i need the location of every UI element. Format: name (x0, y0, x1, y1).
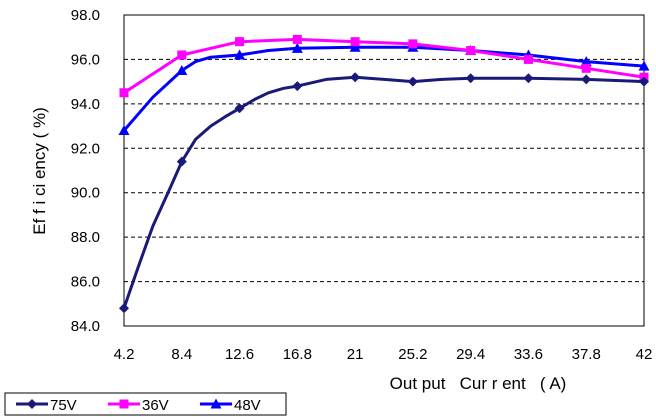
y-axis-title: Ef f i ci ency ( %) (30, 107, 49, 235)
x-tick-label: 37.8 (572, 346, 601, 363)
series-line (122, 75, 645, 309)
legend-label: 48V (234, 397, 261, 414)
data-point-square (523, 54, 533, 64)
data-point-diamond (581, 74, 592, 85)
x-tick-label: 4.2 (114, 346, 135, 363)
data-point-triangle (118, 125, 130, 136)
legend: 75V 36V 48V (4, 392, 287, 416)
plot-area-border (123, 14, 645, 327)
data-point-diamond (27, 399, 37, 409)
y-tick-label: 94.0 (71, 96, 100, 113)
data-point-diamond (119, 303, 129, 314)
y-tick-label: 96.0 (71, 51, 100, 68)
x-axis-ticks: 4.2 8.4 12.6 16.8 21 25.2 29.4 33.6 37.8 42 (114, 346, 653, 363)
x-tick-label: 33.6 (514, 346, 543, 363)
y-tick-label: 84.0 (71, 318, 100, 335)
legend-item-75V: 75V (16, 397, 77, 414)
data-point-triangle (580, 56, 592, 67)
data-point-square (292, 34, 302, 44)
data-point-diamond (407, 76, 418, 87)
x-axis-title: Out put Cur r ent ( A) (390, 374, 567, 393)
series-line (123, 37, 645, 95)
data-point-triangle (210, 398, 222, 409)
y-tick-label: 88.0 (71, 229, 100, 246)
data-point-triangle (291, 42, 303, 53)
x-tick-label: 25.2 (398, 346, 427, 363)
data-point-diamond (465, 73, 476, 84)
legend-item-36V: 36V (108, 397, 169, 414)
grid-lines (124, 58, 644, 283)
legend-label: 36V (142, 397, 169, 414)
data-point-diamond (639, 76, 649, 87)
series-group (118, 34, 650, 314)
data-point-diamond (523, 73, 534, 84)
series-75V (119, 72, 649, 314)
legend-box (4, 392, 287, 416)
y-tick-label: 86.0 (71, 274, 100, 291)
data-point-triangle (349, 41, 361, 52)
data-point-triangle (234, 49, 246, 60)
x-tick-label: 29.4 (456, 346, 485, 363)
x-tick-label: 12.6 (225, 346, 254, 363)
y-tick-label: 90.0 (71, 185, 100, 202)
data-point-square (350, 37, 360, 47)
data-point-square (408, 39, 418, 49)
data-point-square (581, 63, 591, 73)
data-point-triangle (176, 65, 188, 76)
x-tick-label: 21 (347, 346, 364, 363)
data-point-square (177, 50, 187, 60)
data-point-diamond (350, 72, 361, 83)
series-line (122, 45, 645, 132)
series-36V (119, 34, 649, 98)
data-point-diamond (234, 103, 245, 114)
legend-label: 75V (50, 397, 77, 414)
data-point-triangle (638, 60, 650, 71)
data-point-square (235, 37, 245, 47)
data-point-square (119, 88, 129, 98)
data-point-square (466, 46, 476, 56)
y-axis-ticks: 98.0 96.0 94.0 92.0 90.0 88.0 86.0 84.0 (71, 7, 100, 335)
legend-item-48V: 48V (200, 397, 261, 414)
x-tick-label: 8.4 (171, 346, 192, 363)
data-point-square (119, 399, 129, 409)
data-point-diamond (176, 156, 187, 167)
y-tick-label: 92.0 (71, 140, 100, 157)
x-tick-label: 42 (636, 346, 653, 363)
y-tick-label: 98.0 (71, 7, 100, 24)
series-48V (118, 41, 650, 136)
data-point-diamond (292, 81, 303, 92)
x-tick-label: 16.8 (283, 346, 312, 363)
